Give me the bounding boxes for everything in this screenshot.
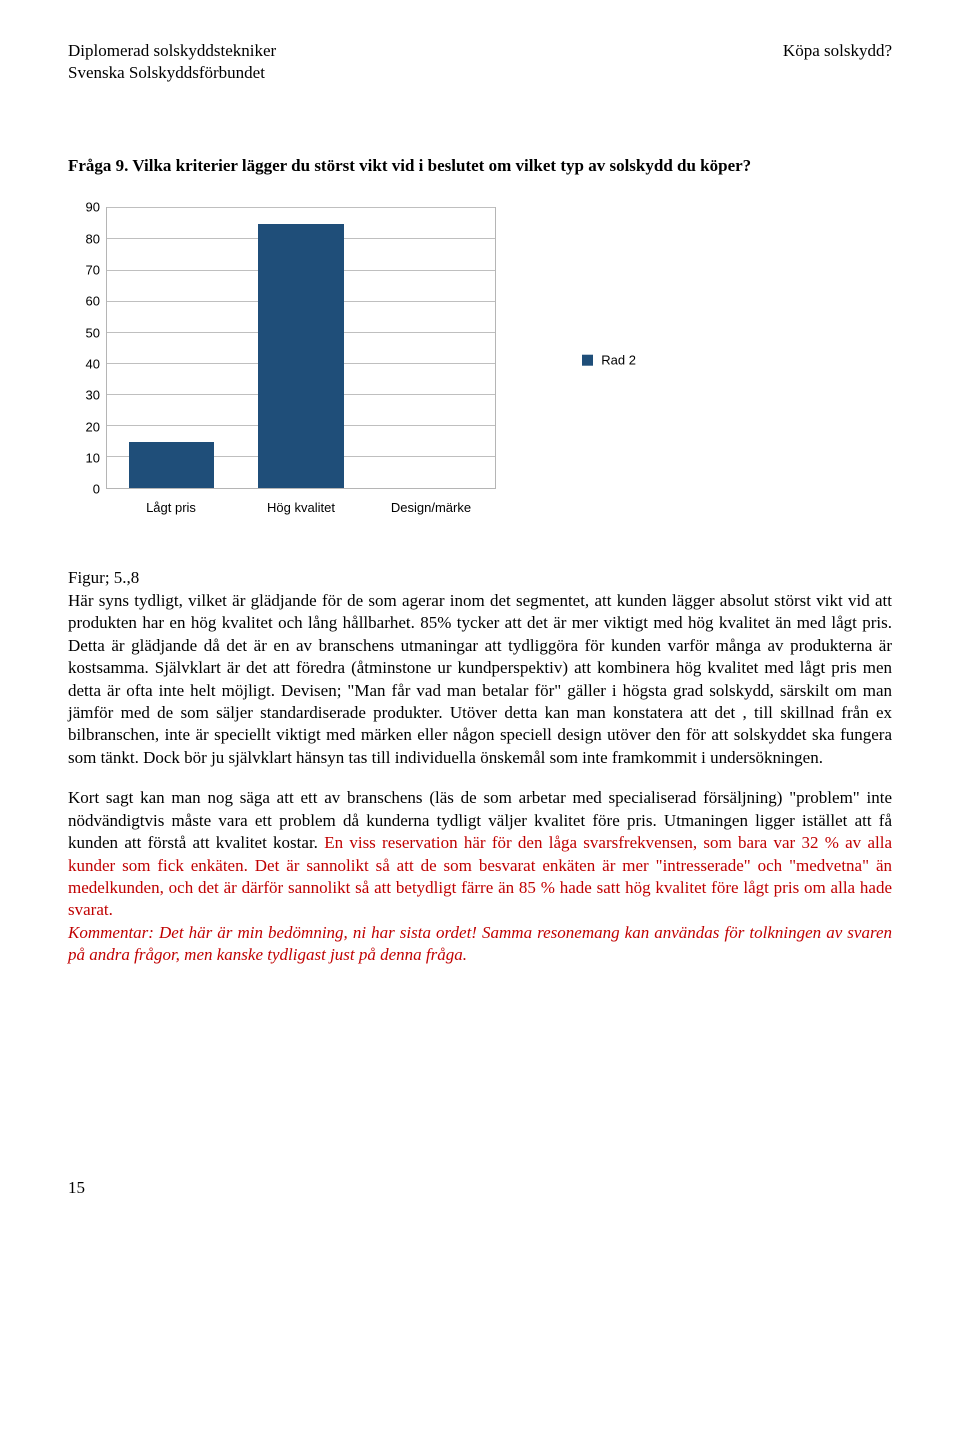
question-text: Fråga 9. Vilka kriterier lägger du störs… <box>68 155 892 177</box>
chart-plot-area <box>106 207 496 489</box>
x-tick-label: Design/märke <box>366 493 496 517</box>
y-tick-label: 80 <box>86 230 100 247</box>
y-tick-label: 0 <box>93 481 100 498</box>
bar <box>258 224 343 488</box>
header-left-line1: Diplomerad solskyddstekniker <box>68 40 276 62</box>
y-tick-label: 70 <box>86 261 100 278</box>
header-left: Diplomerad solskyddstekniker Svenska Sol… <box>68 40 276 85</box>
header-left-line2: Svenska Solskyddsförbundet <box>68 62 276 84</box>
figure-label: Figur; 5.,8 <box>68 568 139 587</box>
x-tick-label: Lågt pris <box>106 493 236 517</box>
x-tick-label: Hög kvalitet <box>236 493 366 517</box>
y-tick-label: 90 <box>86 199 100 216</box>
chart-x-labels: Lågt prisHög kvalitetDesign/märke <box>106 493 496 517</box>
figure-caption: Figur; 5.,8 <box>68 567 892 589</box>
chart-bars-container <box>107 208 495 488</box>
page-header: Diplomerad solskyddstekniker Svenska Sol… <box>68 40 892 85</box>
para2-red-italic: Kommentar: Det här är min bedömning, ni … <box>68 923 892 964</box>
bar-slot <box>236 208 365 488</box>
header-right: Köpa solskydd? <box>783 40 892 62</box>
page-number: 15 <box>68 1177 892 1199</box>
bar-chart: 0102030405060708090 Lågt prisHög kvalite… <box>68 207 892 517</box>
y-tick-label: 30 <box>86 387 100 404</box>
bar-slot <box>366 208 495 488</box>
paragraph-2: Kort sagt kan man nog säga att ett av br… <box>68 787 892 967</box>
y-tick-label: 40 <box>86 355 100 372</box>
bar <box>129 442 214 489</box>
paragraph-1: Här syns tydligt, vilket är glädjande fö… <box>68 590 892 770</box>
bar-slot <box>107 208 236 488</box>
y-tick-label: 60 <box>86 293 100 310</box>
y-tick-label: 20 <box>86 418 100 435</box>
question-strong: Fråga 9. Vilka kriterier lägger du störs… <box>68 156 751 175</box>
legend-label: Rad 2 <box>601 352 636 369</box>
y-tick-label: 50 <box>86 324 100 341</box>
y-tick-label: 10 <box>86 449 100 466</box>
chart-y-axis: 0102030405060708090 <box>76 207 106 489</box>
chart-inner: 0102030405060708090 Lågt prisHög kvalite… <box>76 207 636 517</box>
legend-swatch-icon <box>582 355 593 366</box>
chart-legend: Rad 2 <box>582 352 636 369</box>
